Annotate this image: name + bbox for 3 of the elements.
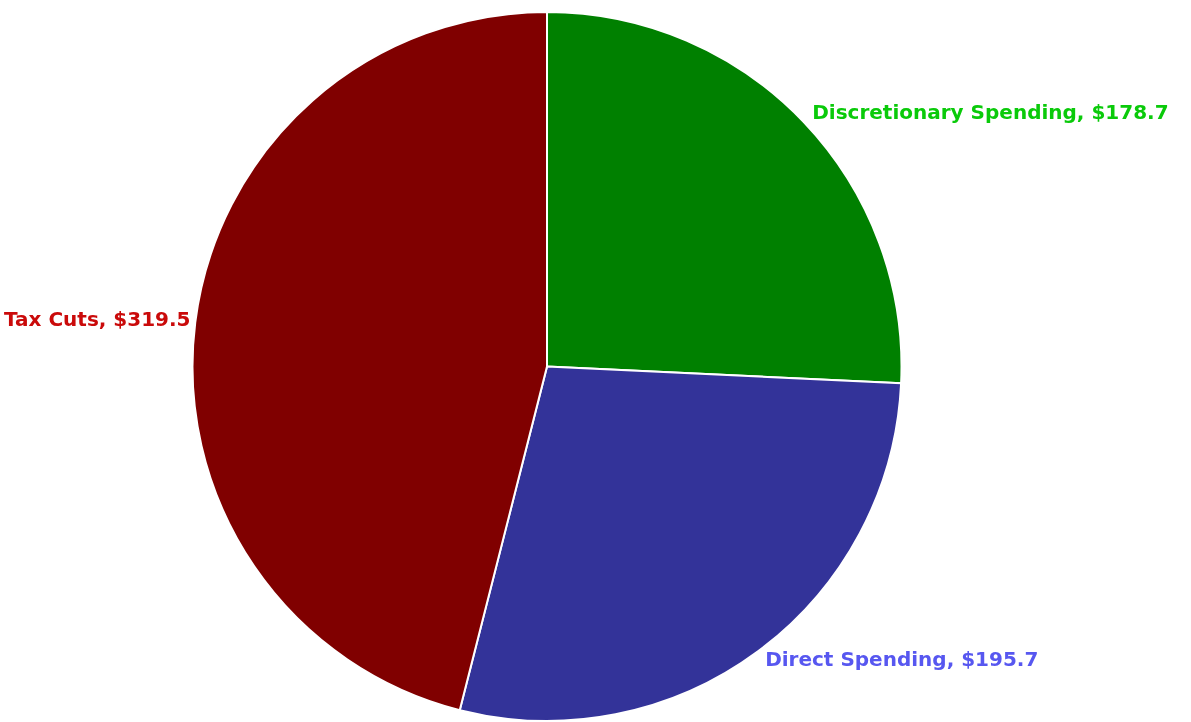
slice-label: Direct Spending, $195.7 (765, 647, 1039, 672)
slice-label: Tax Cuts, $319.5 (4, 307, 191, 332)
slice-label: Discretionary Spending, $178.7 (812, 99, 1169, 124)
